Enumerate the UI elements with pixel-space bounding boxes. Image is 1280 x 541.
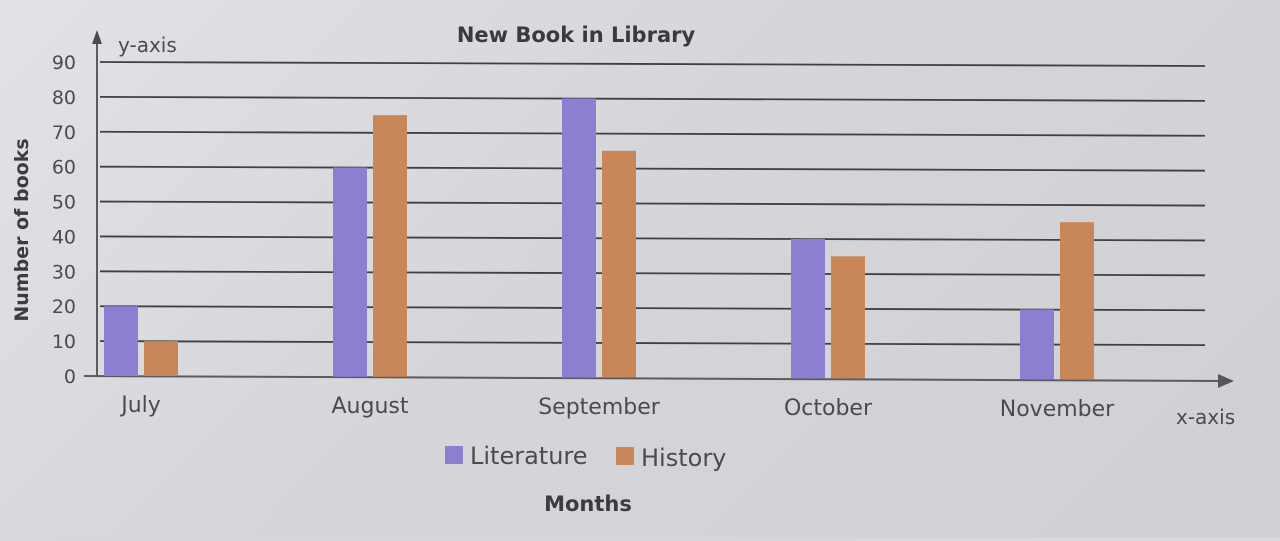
bar-literature-october [791, 238, 825, 379]
y-axis-arrow-icon [92, 30, 102, 44]
gridline-60 [99, 165, 1206, 172]
y-tick-label-80: 80 [52, 87, 76, 109]
gridline-40 [99, 235, 1206, 242]
y-axis-name: y-axis [118, 33, 177, 57]
gridline-80 [99, 95, 1206, 102]
x-tick-label-september: September [538, 395, 661, 420]
y-tick-label-60: 60 [52, 157, 76, 179]
y-tick-label-70: 70 [52, 122, 76, 144]
gridline-50 [99, 200, 1206, 207]
chart-title: New Book in Library [457, 23, 696, 47]
legend-label-literature: Literature [470, 442, 588, 470]
x-axis-label: Months [544, 492, 632, 516]
x-axis-name: x-axis [1176, 405, 1235, 429]
legend-swatch-history [616, 447, 634, 465]
gridline-30 [99, 270, 1206, 277]
x-axis-arrow-icon [1218, 374, 1234, 388]
gridlines [99, 61, 1206, 347]
x-tick-label-july: July [119, 393, 161, 418]
legend-label-history: History [641, 444, 726, 472]
y-tick-label-50: 50 [52, 192, 76, 214]
bar-history-july [144, 341, 178, 376]
y-tick-labels: 0 10 20 30 40 50 60 70 80 90 [52, 52, 76, 388]
bar-literature-july [104, 306, 138, 376]
bar-history-november [1060, 222, 1094, 380]
y-tick-label-40: 40 [52, 226, 76, 248]
x-tick-label-october: October [784, 396, 873, 421]
gridline-90 [99, 61, 1206, 67]
legend: Literature History [445, 442, 726, 472]
bar-literature-november [1020, 309, 1054, 380]
x-tick-label-november: November [1000, 397, 1115, 422]
y-axis-label: Number of books [11, 138, 33, 321]
y-tick-label-20: 20 [52, 296, 76, 318]
bars [104, 98, 1094, 380]
y-tick-label-90: 90 [52, 52, 76, 74]
y-tick-label-30: 30 [52, 261, 76, 283]
y-tick-label-10: 10 [52, 331, 76, 353]
x-tick-label-august: August [332, 394, 409, 419]
bar-literature-september [562, 98, 596, 378]
axes [83, 30, 1234, 388]
bar-history-august [373, 115, 407, 377]
bar-history-october [831, 256, 865, 379]
x-tick-labels: July August September October November [119, 393, 1115, 422]
gridline-70 [99, 130, 1206, 137]
bar-literature-august [333, 167, 367, 377]
x-axis-line [83, 375, 1223, 382]
legend-swatch-literature [445, 446, 463, 464]
bar-history-september [602, 150, 636, 378]
y-tick-label-0: 0 [64, 366, 76, 388]
